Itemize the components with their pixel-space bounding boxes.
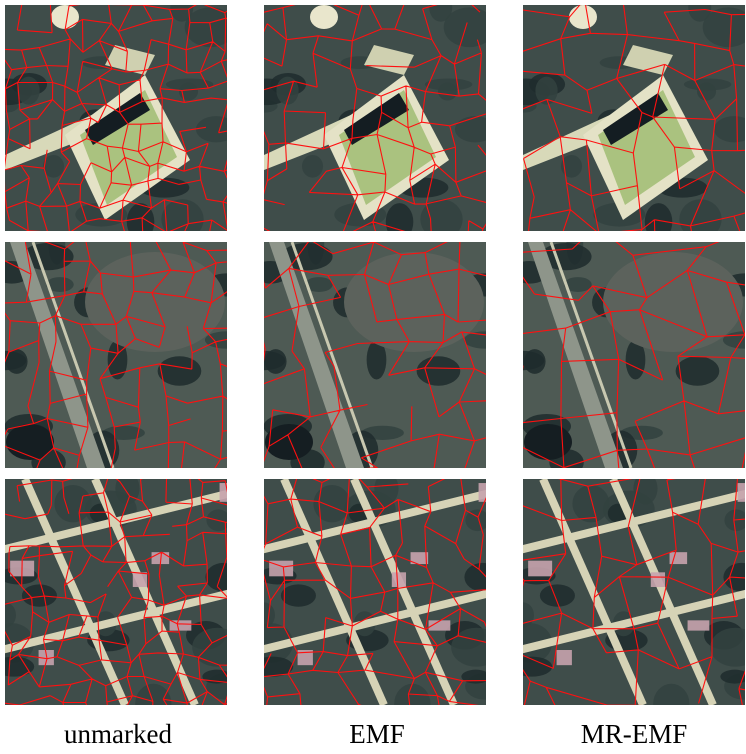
vegetation [524,349,546,374]
image-panel [483,465,746,743]
open-field [603,252,743,352]
column-label: MR-EMF [581,719,688,749]
vegetation [464,563,500,591]
image-panel [502,0,746,271]
vegetation [425,78,472,90]
roof [479,483,497,502]
vegetation [417,356,461,385]
page: {"figure": {"labels": ["unmarked", "EMF"… [0,0,746,754]
panel-grid [0,0,746,743]
bright-spot [569,5,597,29]
vegetation [679,199,721,239]
image-panel [502,225,746,506]
vegetation [535,77,557,105]
vegetation [265,349,287,374]
roof [557,650,572,665]
bright-spot [310,5,338,29]
vegetation [444,7,495,47]
vegetation [394,684,430,724]
vegetation [161,199,203,239]
vegetation [464,331,505,348]
vegetation [196,116,236,142]
vegetation [653,684,689,724]
column-label: unmarked [64,719,172,749]
vegetation [302,155,323,178]
vegetation [6,349,28,374]
roof [688,620,710,630]
vegetation [455,116,495,142]
vegetation [676,356,720,385]
image-panel [0,0,252,252]
vegetation [22,584,57,606]
column-label: EMF [349,719,405,749]
roof [528,561,552,577]
vegetation [115,473,139,505]
roof [392,572,406,587]
water [265,424,313,460]
image-panel [224,469,506,742]
image-panel [243,0,498,265]
roof [133,572,147,587]
vegetation [192,628,242,667]
vegetation [158,356,202,385]
vegetation [17,77,39,105]
vegetation [281,584,316,606]
vegetation [572,485,609,522]
vegetation [386,203,414,240]
vegetation [684,78,731,90]
image-panel [0,225,248,485]
image-panel [0,471,252,726]
image-panel [243,225,515,493]
vegetation [54,485,91,522]
figure: unmarked EMF MR-EMF [0,0,746,754]
water [524,424,572,460]
vegetation [461,670,490,684]
roof [651,572,665,587]
roof [220,483,238,502]
bright-spot [51,5,79,29]
roof [738,483,746,502]
